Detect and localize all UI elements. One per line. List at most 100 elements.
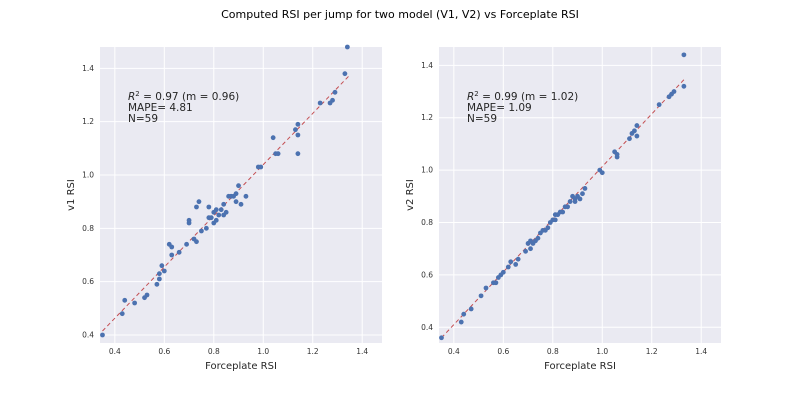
y-tick-label: 1.0 <box>82 171 94 180</box>
data-point <box>233 191 239 197</box>
y-tick-label: 0.8 <box>421 218 433 227</box>
data-point <box>159 263 165 269</box>
data-point <box>186 217 192 223</box>
data-point <box>144 292 150 298</box>
data-point <box>213 217 219 223</box>
y-tick-label: 1.2 <box>421 113 433 122</box>
figure-title: Computed RSI per jump for two model (V1,… <box>221 8 579 21</box>
n-annotation: N=59 <box>128 113 158 125</box>
data-point <box>671 89 677 94</box>
data-point <box>270 135 276 141</box>
data-point <box>627 136 632 142</box>
data-point <box>218 207 224 213</box>
data-point <box>233 199 239 205</box>
data-point <box>458 319 464 325</box>
data-point <box>194 204 199 210</box>
data-point <box>508 259 514 265</box>
y-tick-label: 0.4 <box>82 331 94 340</box>
y-tick-label: 0.4 <box>421 323 433 332</box>
data-point <box>552 217 558 223</box>
y-tick-label: 0.6 <box>82 277 94 286</box>
r2-value: = 0.99 (m = 1.02) <box>479 91 578 103</box>
x-tick-label: 0.4 <box>109 347 121 356</box>
r2-annotation: R2 = 0.97 (m = 0.96) <box>128 90 239 103</box>
r2-symbol: R <box>128 91 135 103</box>
y-tick-label: 1.0 <box>421 166 433 175</box>
x-tick-label: 0.4 <box>448 347 460 356</box>
data-point <box>344 44 350 50</box>
x-tick-label: 1.0 <box>596 347 608 356</box>
data-point <box>478 293 484 299</box>
y-axis-label: v2 RSI <box>405 179 416 211</box>
data-point <box>156 276 162 282</box>
data-point <box>293 127 298 133</box>
data-point <box>156 271 162 277</box>
data-point <box>238 201 244 207</box>
data-point <box>513 262 519 267</box>
data-point <box>483 285 489 291</box>
data-point <box>330 97 335 103</box>
y-tick-label: 0.6 <box>421 270 433 279</box>
data-point <box>528 246 533 252</box>
data-point <box>493 280 499 286</box>
data-point <box>216 212 222 218</box>
x-tick-label: 0.8 <box>547 347 559 356</box>
data-point <box>560 209 566 215</box>
data-point <box>634 133 640 139</box>
r2-superscript: 2 <box>135 90 139 98</box>
data-point <box>184 241 189 247</box>
mape-annotation: MAPE= 4.81 <box>128 102 193 114</box>
x-axis-label: Forceplate RSI <box>205 361 277 372</box>
x-tick-label: 1.4 <box>695 347 707 356</box>
data-point <box>332 89 338 95</box>
data-point <box>461 311 467 317</box>
data-point <box>161 268 167 274</box>
data-point <box>468 306 474 312</box>
data-point <box>515 256 521 262</box>
data-point <box>176 249 182 255</box>
x-tick-label: 1.2 <box>307 347 319 356</box>
data-point <box>196 199 202 205</box>
r2-symbol: R <box>467 91 474 103</box>
data-point <box>599 170 605 176</box>
data-point <box>221 201 227 207</box>
data-point <box>169 244 175 250</box>
data-point <box>122 297 128 303</box>
data-point <box>577 196 583 202</box>
x-tick-label: 1.0 <box>257 347 269 356</box>
data-point <box>505 264 511 270</box>
data-point <box>580 191 585 197</box>
data-point <box>243 193 249 199</box>
y-tick-label: 1.4 <box>421 61 433 70</box>
data-point <box>154 281 160 287</box>
y-tick-label: 1.2 <box>82 117 94 126</box>
data-point <box>681 52 687 58</box>
data-point <box>545 225 551 231</box>
data-point <box>295 151 301 157</box>
data-point <box>681 83 687 89</box>
x-tick-label: 0.8 <box>208 347 220 356</box>
data-point <box>275 151 281 157</box>
data-point <box>194 239 199 245</box>
data-point <box>342 71 348 77</box>
data-point <box>295 132 301 138</box>
data-point <box>500 269 506 275</box>
y-tick-label: 1.4 <box>82 64 94 73</box>
data-point <box>208 215 214 221</box>
data-point <box>199 228 204 234</box>
data-point <box>614 151 620 157</box>
v1-scatter-panel: 0.4 0.6 0.8 1.0 1.2 1.4 0.4 0.6 0.8 1.0 1.2 1.4 Forc… <box>66 44 382 372</box>
data-point <box>582 186 588 191</box>
x-axis-label: Forceplate RSI <box>544 361 616 372</box>
r2-value: = 0.97 (m = 0.96) <box>140 91 239 103</box>
y-tick-label: 0.8 <box>82 224 94 233</box>
regression-line <box>102 74 351 332</box>
data-point <box>317 100 323 106</box>
data-point <box>169 252 175 258</box>
data-point <box>236 183 241 189</box>
v2-scatter-panel: 0.4 0.6 0.8 1.0 1.2 1.4 0.4 0.6 0.8 1.0 1.2 1.4 Forc… <box>405 47 721 372</box>
r2-annotation: R2 = 0.99 (m = 1.02) <box>467 90 578 103</box>
data-point <box>632 128 637 134</box>
data-point <box>213 207 219 213</box>
x-tick-label: 1.4 <box>356 347 368 356</box>
